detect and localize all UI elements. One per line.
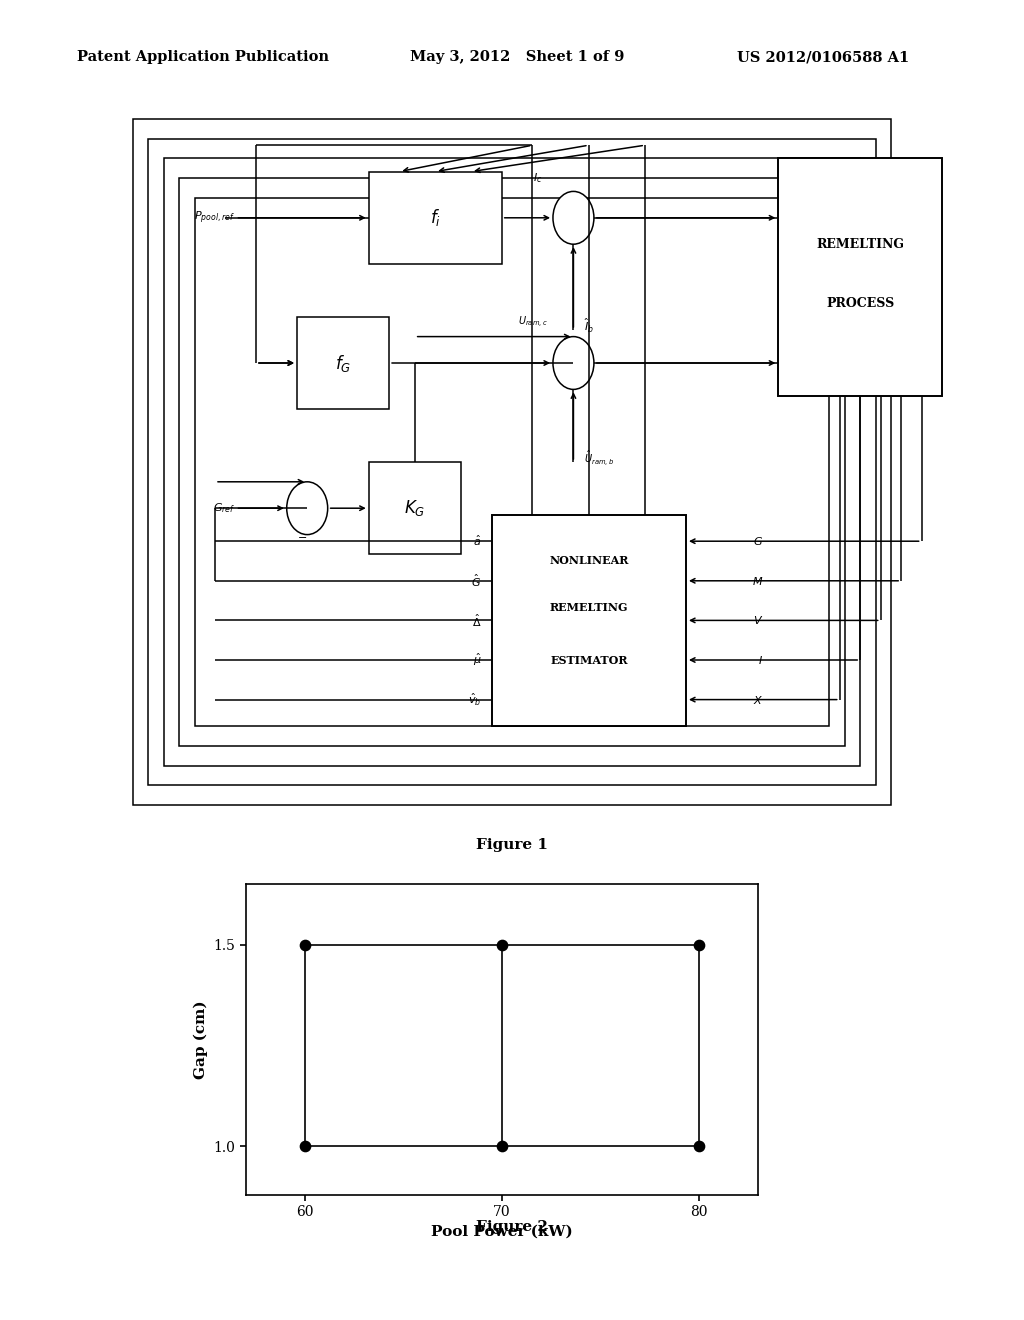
Text: PROCESS: PROCESS	[826, 297, 894, 310]
Text: Figure 1: Figure 1	[476, 838, 548, 853]
Circle shape	[553, 191, 594, 244]
Text: $I_c$: $I_c$	[534, 172, 543, 185]
Text: $I$: $I$	[758, 653, 763, 667]
Bar	[369, 462, 461, 554]
Text: $P_{pool,ref}$: $P_{pool,ref}$	[195, 210, 236, 226]
Text: $U_{ram,c}$: $U_{ram,c}$	[518, 315, 548, 330]
Text: NONLINEAR: NONLINEAR	[549, 556, 629, 566]
Point	[690, 1135, 707, 1156]
Text: $\hat{G}$: $\hat{G}$	[471, 573, 481, 589]
Text: $-$: $-$	[297, 532, 307, 541]
Text: REMELTING: REMELTING	[816, 238, 904, 251]
Point	[690, 935, 707, 956]
Bar	[492, 515, 686, 726]
Bar	[369, 172, 502, 264]
Bar	[179, 178, 845, 746]
Y-axis label: Gap (cm): Gap (cm)	[194, 1001, 208, 1078]
Text: $\hat{\mu}$: $\hat{\mu}$	[472, 652, 481, 668]
Point	[297, 935, 313, 956]
Text: REMELTING: REMELTING	[550, 602, 628, 612]
Text: $X$: $X$	[753, 693, 763, 706]
Text: $\hat{v}_b$: $\hat{v}_b$	[468, 692, 481, 708]
Text: $G$: $G$	[753, 535, 763, 548]
Point	[297, 1135, 313, 1156]
X-axis label: Pool Power (kW): Pool Power (kW)	[431, 1225, 572, 1238]
Text: $\hat{U}_{ram,b}$: $\hat{U}_{ram,b}$	[584, 449, 614, 469]
Text: $f_i$: $f_i$	[430, 207, 440, 228]
Point	[494, 935, 510, 956]
Point	[494, 1135, 510, 1156]
Text: $\hat{I}_b$: $\hat{I}_b$	[584, 317, 594, 335]
Bar	[297, 317, 389, 409]
Bar	[164, 158, 860, 766]
Text: Patent Application Publication: Patent Application Publication	[77, 50, 329, 65]
Text: $\hat{\Delta}$: $\hat{\Delta}$	[472, 612, 481, 628]
Text: $\hat{a}$: $\hat{a}$	[473, 535, 481, 548]
Text: May 3, 2012   Sheet 1 of 9: May 3, 2012 Sheet 1 of 9	[410, 50, 624, 65]
Text: $V$: $V$	[753, 614, 763, 627]
Bar	[778, 158, 942, 396]
Text: $f_G$: $f_G$	[335, 352, 351, 374]
Bar	[195, 198, 829, 726]
Text: $G_{ref}$: $G_{ref}$	[213, 502, 236, 515]
Circle shape	[553, 337, 594, 389]
Circle shape	[287, 482, 328, 535]
Text: $K_G$: $K_G$	[404, 498, 425, 519]
Text: $M$: $M$	[752, 574, 763, 587]
Text: ESTIMATOR: ESTIMATOR	[550, 655, 628, 665]
Bar	[148, 139, 876, 785]
Text: Figure 2: Figure 2	[476, 1220, 548, 1234]
Bar	[133, 119, 891, 805]
Text: US 2012/0106588 A1: US 2012/0106588 A1	[737, 50, 909, 65]
